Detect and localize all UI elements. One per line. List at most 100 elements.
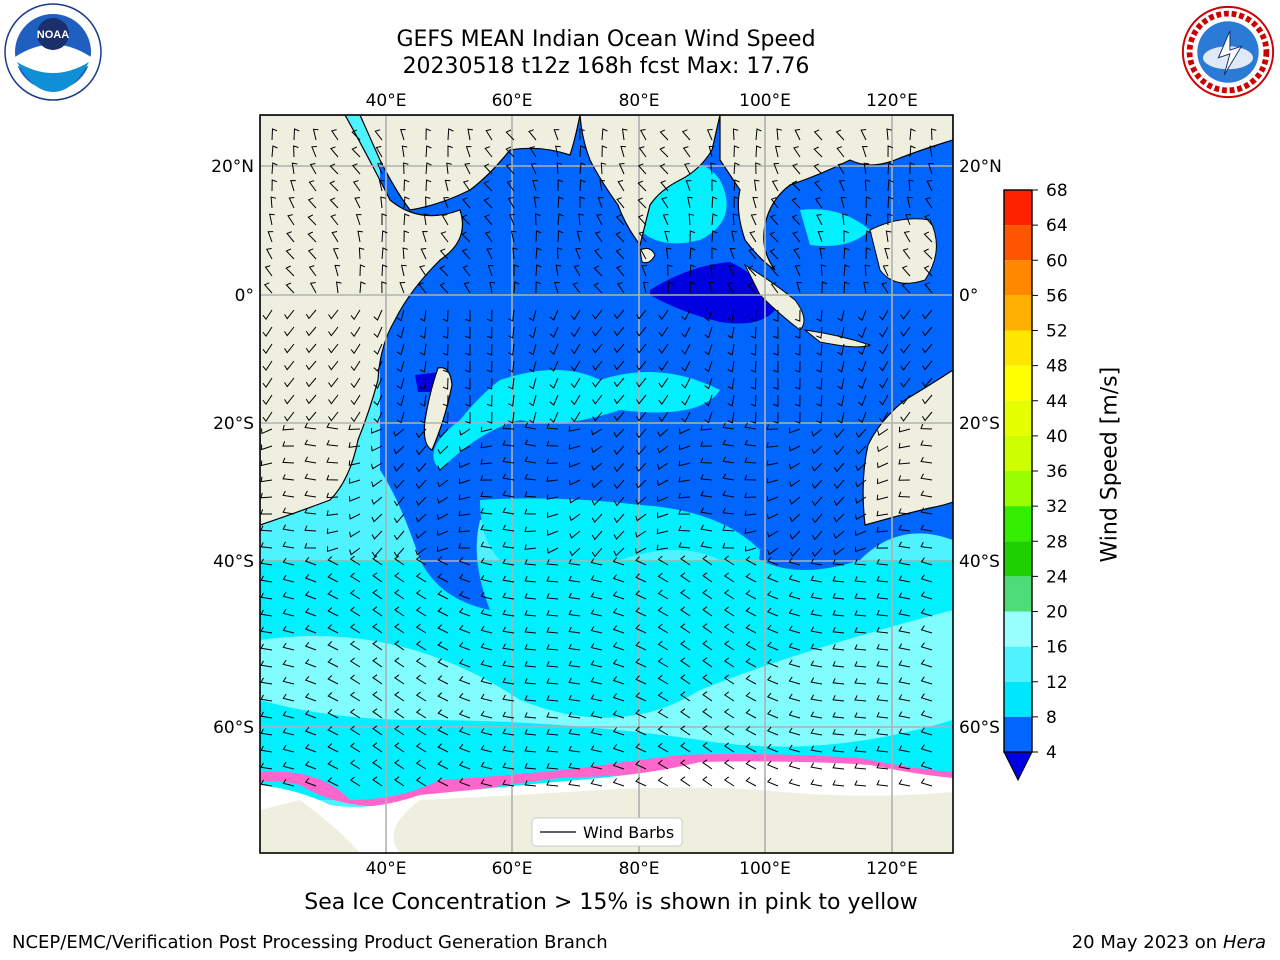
wind-barb bbox=[393, 445, 405, 455]
wind-barb bbox=[349, 691, 361, 702]
wind-barb bbox=[857, 360, 867, 373]
wind-barb bbox=[590, 609, 603, 617]
wind-barb bbox=[425, 145, 432, 158]
wind-barb bbox=[702, 640, 713, 651]
wind-barb bbox=[747, 265, 757, 277]
wind-barb bbox=[722, 542, 735, 549]
wind-barb bbox=[304, 490, 317, 498]
wind-barb bbox=[857, 394, 867, 407]
wind-barb bbox=[524, 627, 537, 634]
wind-barb bbox=[814, 197, 823, 209]
wind-barb bbox=[635, 743, 647, 753]
wind-barb bbox=[546, 512, 559, 518]
wind-barb bbox=[415, 445, 427, 456]
wind-barb bbox=[832, 678, 845, 685]
wind-barb bbox=[817, 231, 824, 243]
wind-barb bbox=[811, 496, 823, 507]
colorbar-tick-label: 36 bbox=[1046, 462, 1068, 482]
wind-barb bbox=[578, 213, 584, 226]
wind-barb bbox=[400, 264, 407, 277]
wind-barb bbox=[393, 496, 405, 507]
wind-barb bbox=[876, 526, 889, 533]
wind-barb bbox=[394, 674, 405, 685]
wind-barb bbox=[920, 710, 933, 719]
wind-barb bbox=[635, 326, 647, 337]
wind-barb bbox=[480, 727, 493, 736]
wind-barb bbox=[372, 623, 383, 634]
wind-barb bbox=[882, 265, 889, 277]
wind-barb bbox=[394, 725, 405, 736]
wind-barb bbox=[284, 309, 295, 320]
wind-barb bbox=[547, 547, 559, 554]
wind-barb bbox=[437, 607, 449, 617]
wind-barb bbox=[898, 643, 911, 651]
wind-barb bbox=[304, 422, 317, 430]
wind-barb bbox=[394, 640, 405, 651]
wind-barb bbox=[789, 427, 801, 434]
chart-title-line1: GEFS MEAN Indian Ocean Wind Speed bbox=[396, 27, 816, 52]
wind-barb bbox=[816, 214, 823, 226]
wind-barb bbox=[837, 411, 845, 424]
wind-barb bbox=[750, 394, 757, 407]
wind-barb bbox=[461, 214, 471, 226]
wind-barb bbox=[590, 558, 603, 566]
wind-barb bbox=[437, 530, 449, 537]
wind-barb bbox=[680, 623, 691, 634]
wind-barb bbox=[854, 746, 867, 753]
wind-barb bbox=[700, 524, 713, 532]
wind-barb bbox=[458, 526, 471, 533]
wind-barb bbox=[502, 660, 515, 668]
wind-barb bbox=[788, 574, 801, 583]
wind-barb bbox=[678, 525, 691, 532]
wind-barb bbox=[271, 162, 278, 175]
wind-barb bbox=[732, 128, 739, 141]
wind-barb bbox=[796, 281, 803, 294]
wind-barb bbox=[921, 309, 933, 320]
wind-barb bbox=[568, 609, 581, 617]
wind-barb bbox=[269, 213, 275, 226]
wind-barb bbox=[770, 282, 779, 294]
wind-barb bbox=[372, 708, 383, 719]
wind-barb bbox=[327, 760, 339, 770]
lon-label-top: 80°E bbox=[619, 91, 660, 111]
wind-barb bbox=[371, 496, 383, 505]
wind-barb bbox=[415, 674, 427, 685]
wind-barb bbox=[789, 462, 801, 470]
wind-barb bbox=[664, 230, 670, 243]
wind-barb bbox=[350, 377, 361, 389]
wind-barb bbox=[436, 546, 449, 553]
wind-barb bbox=[788, 710, 801, 719]
wind-barb bbox=[836, 146, 845, 158]
wind-barb bbox=[681, 129, 691, 141]
wind-barb bbox=[773, 378, 779, 390]
wind-barb bbox=[329, 163, 339, 175]
wind-barb bbox=[861, 145, 868, 158]
wind-barb bbox=[458, 494, 471, 501]
lat-label-left: 40°S bbox=[213, 552, 254, 572]
wind-barb bbox=[898, 660, 911, 668]
wind-barb bbox=[681, 377, 691, 389]
wind-barb bbox=[396, 343, 405, 356]
wind-barb bbox=[328, 326, 339, 337]
wind-barb bbox=[920, 625, 933, 634]
wind-barb bbox=[505, 163, 515, 175]
wind-barb bbox=[282, 608, 295, 617]
wind-barb bbox=[372, 606, 383, 617]
wind-barb bbox=[837, 343, 845, 356]
wind-barb bbox=[480, 541, 493, 549]
wind-barb bbox=[401, 145, 408, 158]
wind-barb bbox=[723, 623, 735, 634]
wind-barb bbox=[748, 248, 757, 260]
wind-barb bbox=[282, 710, 295, 719]
wind-barb bbox=[486, 360, 493, 373]
wind-barb bbox=[573, 265, 581, 277]
wind-barb bbox=[282, 490, 295, 498]
wind-barb bbox=[415, 606, 427, 617]
wind-barb bbox=[745, 760, 757, 770]
wind-barb bbox=[689, 247, 696, 260]
wind-barb bbox=[569, 496, 581, 504]
wind-barb bbox=[328, 309, 339, 320]
wind-barb bbox=[727, 326, 735, 339]
wind-barb bbox=[680, 657, 691, 668]
